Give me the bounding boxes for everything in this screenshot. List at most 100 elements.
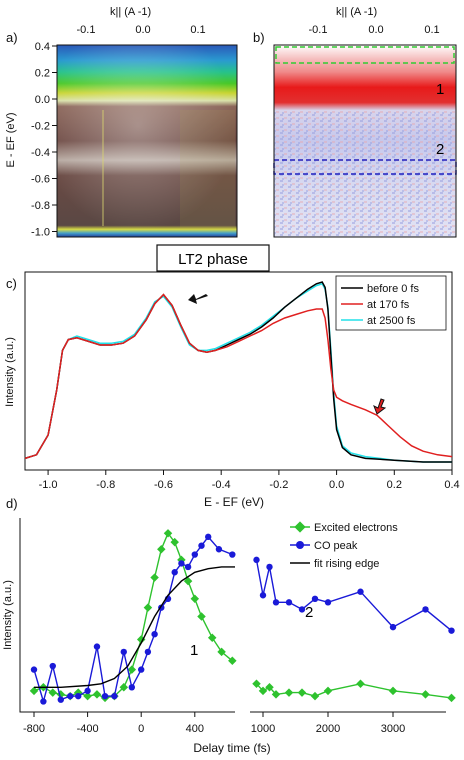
chart-d-xlabel: Delay time (fs) [193, 741, 270, 755]
chart-d-legend: Excited electrons CO peak fit rising edg… [290, 521, 398, 570]
chart-d-point-excited [265, 683, 274, 692]
green-box-top [275, 46, 455, 64]
chart-c-legend: before 0 fs at 170 fs at 2500 fs [335, 275, 447, 331]
chart-d-point-co [272, 599, 280, 606]
chart-d-point-co [253, 556, 260, 564]
chart-d-point-excited [258, 686, 268, 696]
chart-d-point-co [184, 563, 192, 571]
chart-d-point-co [120, 648, 127, 656]
chart-d-xtick-label: 400 [186, 723, 204, 735]
chart-d-point-excited [284, 688, 294, 697]
chart-d-point-co [75, 692, 82, 700]
chart-d-point-co [151, 631, 158, 638]
chart-d-point-co [259, 592, 267, 599]
chart-d-point-excited [356, 679, 365, 689]
chart-d: Intensity (a.u.) Delay time (fs) -800 -40… [2, 518, 456, 755]
chart-d-point-co [198, 542, 205, 549]
chart-d-point-co [101, 692, 109, 700]
top-axis-label-b: k|| (A -1) [336, 6, 377, 18]
chart-d-point-co [215, 546, 223, 553]
chart-c-xtick-label: -0.6 [154, 479, 173, 491]
chart-d-point-excited [143, 603, 153, 612]
chart-d-point-co [171, 569, 178, 576]
chart-d-xtick-label: 3000 [381, 723, 405, 735]
chart-d-point-excited [447, 693, 456, 703]
chart-d-series-1 [33, 535, 452, 705]
chart-d-point-co [40, 698, 47, 705]
chart-d-point-excited [388, 686, 398, 696]
panel-label-d: d) [6, 496, 18, 511]
chart-c-xtick-label: -0.8 [96, 479, 115, 491]
chart-c-xlabel: E - EF (eV) [204, 495, 264, 509]
red-arrow-icon [373, 398, 387, 415]
top-tick-b-1: -0.1 [309, 24, 328, 36]
chart-d-point-excited [297, 688, 307, 697]
chart-d-point-co [178, 560, 185, 567]
chart-d-point-excited [150, 573, 159, 582]
energy-tick-label: 0.4 [35, 41, 50, 53]
energy-tick-label: -1.0 [31, 227, 50, 239]
chart-d-point-co [448, 627, 455, 634]
top-axis-b: k|| (A -1) -0.1 0.0 0.1 [309, 6, 440, 36]
chart-c-xtick-label: -0.2 [269, 479, 288, 491]
region-label-1: 1 [436, 81, 444, 98]
legend-fit: fit rising edge [314, 558, 379, 570]
chart-d-series-2 [34, 566, 235, 688]
panel-label-a: a) [6, 30, 18, 45]
phase-label: LT2 phase [178, 251, 248, 268]
chart-d-ylabel: Intensity (a.u.) [2, 580, 14, 650]
chart-d-point-co [357, 588, 364, 595]
chart-d-point-co [128, 684, 136, 691]
chart-d-point-co [422, 606, 429, 613]
phase-label-box: LT2 phase [156, 244, 270, 272]
top-axis-a: k|| (A -1) -0.1 0.0 0.1 [77, 6, 206, 36]
chart-d-point-co [311, 595, 319, 602]
top-axis-label-a: k|| (A -1) [110, 6, 151, 18]
chart-d-point-excited [323, 686, 333, 696]
legend-co: CO peak [314, 540, 358, 552]
top-tick-b-3: 0.1 [424, 24, 439, 36]
energy-tick-label: -0.4 [31, 147, 50, 159]
difference-image-b: 1 2 [273, 44, 457, 238]
chart-d-series-0 [33, 531, 452, 699]
chart-d-point-excited [197, 612, 206, 621]
chart-c-xtick-label: 0.4 [444, 479, 459, 491]
chart-d-point-excited [310, 691, 320, 701]
chart-d-point-excited [190, 594, 200, 604]
chart-d-xtick-label: -400 [77, 723, 99, 735]
chart-d-point-co [324, 599, 332, 606]
legend-excited: Excited electrons [314, 522, 398, 534]
chart-d-xtick-label: 2000 [316, 723, 340, 735]
chart-d-point-co [285, 599, 293, 606]
top-tick-b-2: 0.0 [368, 24, 383, 36]
chart-c-xtick-label: 0.2 [387, 479, 402, 491]
chart-d-point-co [205, 533, 212, 541]
energy-axis-label: E - EF (eV) [5, 112, 17, 167]
chart-d-point-co [93, 643, 101, 650]
legend-170: at 170 fs [367, 299, 410, 311]
chart-d-point-co [30, 666, 38, 673]
chart-c-ylabel: Intensity (a.u.) [4, 337, 16, 407]
chart-d-point-co [298, 606, 306, 613]
region-label-2: 2 [436, 141, 444, 158]
chart-d-point-co [84, 687, 91, 695]
top-tick-a-2: 0.0 [135, 24, 150, 36]
chart-d-point-co [111, 692, 118, 700]
chart-c-xtick-label: -1.0 [39, 479, 58, 491]
chart-d-label-1: 1 [190, 642, 198, 659]
chart-d-point-co [138, 666, 145, 673]
chart-d-point-excited [421, 690, 430, 699]
legend-before: before 0 fs [367, 283, 419, 295]
top-tick-a-1: -0.1 [77, 24, 96, 36]
chart-d-point-co [266, 563, 273, 571]
chart-c: Intensity (a.u.) E - EF (eV) -1.0 -0.8 -0.… [4, 271, 460, 509]
panel-label-b: b) [253, 30, 265, 45]
chart-d-xtick-label: -800 [23, 723, 45, 735]
chart-d-point-excited [92, 690, 102, 699]
energy-axis-a: E - EF (eV) 0.4 0.2 0.0 -0.2 -0.4 -0.6 -0.8 -1.… [5, 41, 57, 239]
chart-d-xtick-label: 0 [138, 723, 144, 735]
energy-tick-label: 0.0 [35, 94, 50, 106]
legend-marker-excited [294, 521, 306, 533]
chart-d-point-excited [271, 690, 281, 699]
